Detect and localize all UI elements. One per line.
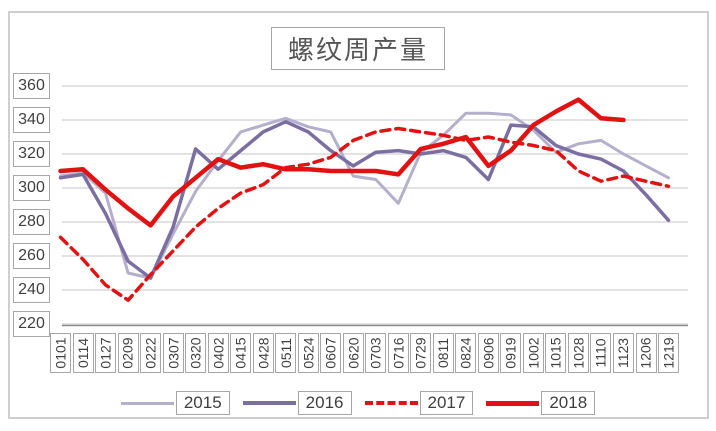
x-axis-label-text: 0511 (277, 337, 294, 369)
x-axis-label-text: 1206 (638, 337, 655, 369)
legend: 2015 2016 2017 2018 (0, 391, 716, 415)
x-axis-label-1015: 1015 (545, 333, 567, 373)
x-axis-label-text: 1110 (592, 338, 609, 368)
legend-line-sample-2016 (242, 401, 296, 405)
y-axis-label-300: 300 (13, 175, 50, 201)
legend-line-sample-2018 (486, 400, 540, 406)
x-axis-label-0824: 0824 (455, 333, 477, 373)
legend-line-sample-2015 (120, 401, 174, 405)
x-axis-label-text: 0307 (165, 337, 182, 369)
x-axis-label-0811: 0811 (432, 333, 454, 373)
y-axis-label-280: 280 (13, 209, 50, 235)
x-axis-label-text: 0320 (187, 337, 204, 369)
legend-label-2018: 2018 (541, 391, 596, 415)
x-axis-label-text: 0607 (322, 337, 339, 369)
legend-label-2017: 2017 (419, 391, 474, 415)
x-axis-label-1206: 1206 (635, 333, 657, 373)
x-axis-label-0607: 0607 (320, 333, 342, 373)
x-axis-label-text: 0620 (345, 337, 362, 369)
x-axis-label-0906: 0906 (477, 333, 499, 373)
x-axis-label-0511: 0511 (275, 333, 297, 373)
x-axis-label-0127: 0127 (95, 333, 117, 373)
x-axis-label-text: 1123 (615, 337, 632, 369)
x-axis-label-1002: 1002 (522, 333, 544, 373)
x-axis-label-0209: 0209 (117, 333, 139, 373)
x-axis-label-0729: 0729 (410, 333, 432, 373)
y-axis-label-260: 260 (13, 243, 50, 269)
x-axis-label-0101: 0101 (50, 333, 71, 373)
series-line-2018 (58, 97, 626, 228)
x-axis-label-0415: 0415 (230, 333, 252, 373)
x-axis-label-text: 0415 (232, 337, 249, 369)
chart-title: 螺纹周产量 (287, 35, 429, 65)
legend-item-2016: 2016 (242, 391, 352, 415)
x-axis-label-0222: 0222 (140, 333, 162, 373)
x-axis-label-text: 0402 (210, 337, 227, 369)
x-axis-label-text: 0524 (300, 337, 317, 369)
x-axis-label-text: 0428 (255, 337, 272, 369)
legend-item-2018: 2018 (486, 391, 596, 415)
x-axis-label-0524: 0524 (297, 333, 319, 373)
x-axis-label-text: 0729 (412, 337, 429, 369)
x-axis-label-text: 0906 (480, 337, 497, 369)
x-axis-label-0320: 0320 (185, 333, 207, 373)
x-axis-label-1028: 1028 (567, 333, 589, 373)
legend-item-2017: 2017 (364, 391, 474, 415)
y-axis-label-320: 320 (13, 141, 50, 167)
x-axis-label-text: 0703 (367, 337, 384, 369)
legend-item-2015: 2015 (120, 391, 230, 415)
legend-line-sample-2017 (364, 401, 418, 405)
x-axis-label-0716: 0716 (387, 333, 409, 373)
x-axis-label-0428: 0428 (252, 333, 274, 373)
x-axis-label-text: 0824 (457, 337, 474, 369)
x-axis-label-text: 0811 (435, 337, 452, 369)
x-axis-label-text: 0127 (97, 337, 114, 369)
x-axis-label-text: 0716 (390, 337, 407, 369)
x-axis-label-text: 0222 (142, 337, 159, 369)
series-line-2017 (58, 126, 671, 302)
x-axis-label-0620: 0620 (342, 333, 364, 373)
x-axis-label-1219: 1219 (658, 333, 680, 373)
legend-label-2016: 2016 (297, 391, 352, 415)
x-axis-label-1123: 1123 (613, 333, 634, 373)
series-line-2016 (58, 119, 671, 280)
x-axis-label-0919: 0919 (500, 333, 522, 373)
y-axis-label-340: 340 (13, 107, 50, 133)
x-axis-label-0307: 0307 (162, 333, 184, 373)
y-axis-label-220: 220 (13, 311, 50, 337)
x-axis-label-text: 0919 (502, 337, 519, 369)
x-axis-label-text: 1028 (570, 337, 587, 369)
x-axis-label-text: 0209 (120, 337, 137, 369)
y-axis-label-240: 240 (13, 277, 50, 303)
x-axis-label-0402: 0402 (207, 333, 229, 373)
x-axis-label-text: 1219 (660, 337, 677, 369)
chart-frame (8, 11, 709, 419)
series-line-2015 (59, 111, 670, 280)
y-axis-label-360: 360 (13, 73, 50, 99)
legend-label-2015: 2015 (175, 391, 230, 415)
x-axis-label-text: 0114 (75, 337, 92, 369)
x-axis-label-text: 0101 (52, 337, 69, 369)
x-axis-label-text: 1015 (547, 337, 564, 369)
x-axis-label-text: 1002 (525, 337, 542, 369)
chart-title-box: 螺纹周产量 (270, 27, 446, 70)
x-axis-label-1110: 1110 (590, 333, 612, 373)
x-axis-label-0114: 0114 (72, 333, 94, 373)
x-axis-label-0703: 0703 (365, 333, 387, 373)
